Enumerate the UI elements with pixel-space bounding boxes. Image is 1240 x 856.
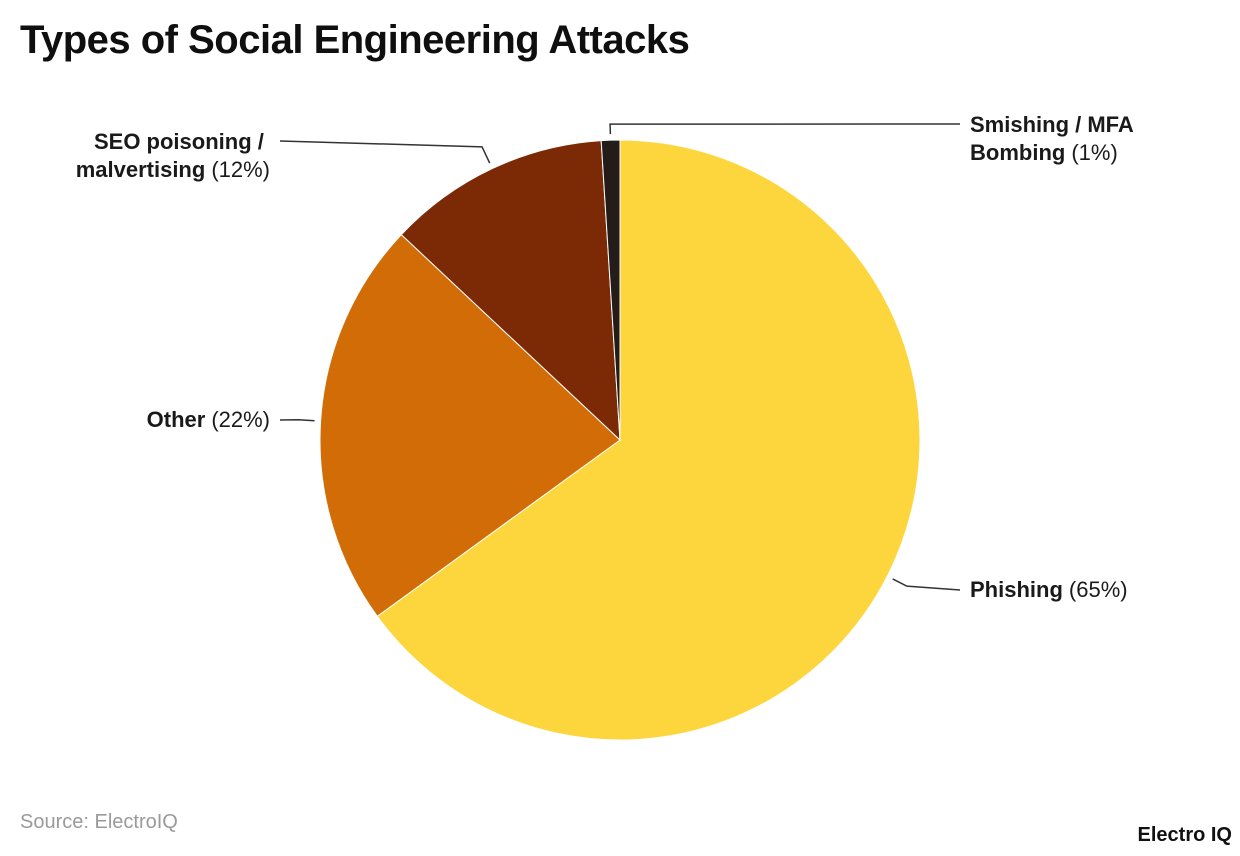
pie-slice-smishing [600, 139, 621, 441]
pie-slice-phishing [376, 139, 921, 741]
slice-label-seo-line2: malvertising (12%) [76, 157, 270, 182]
pie-slice-other [319, 233, 621, 618]
chart-title: Types of Social Engineering Attacks [20, 18, 690, 62]
slice-name-seo-line1: SEO poisoning / [94, 129, 264, 154]
leader-line-seo [279, 140, 491, 164]
leader-line-smishing [609, 123, 961, 135]
brand-logo: Electro IQ [1137, 824, 1232, 846]
pie-slices [319, 139, 921, 741]
slice-label-seo: SEO poisoning / malvertising (12%) [76, 129, 270, 182]
leader-line-phishing [892, 578, 961, 591]
source-note: Source: ElectroIQ [20, 811, 178, 833]
slice-percent-other: (22%) [211, 407, 270, 432]
slice-percent-smishing: (1%) [1071, 140, 1117, 165]
slice-label-other: Other (22%) [147, 407, 270, 432]
slice-name-smishing-line1: Smishing / MFA [970, 112, 1134, 137]
leader-lines [279, 123, 961, 591]
slice-name-seo-line2: malvertising [76, 157, 206, 182]
slice-percent-seo: (12%) [211, 157, 270, 182]
slice-label-phishing: Phishing (65%) [970, 577, 1128, 602]
pie-slice-seo [400, 140, 621, 442]
slice-label-smishing-line2: Bombing (1%) [970, 140, 1118, 165]
slice-name-smishing-line2: Bombing [970, 140, 1065, 165]
slice-name-other: Other [147, 407, 206, 432]
leader-line-other [279, 419, 315, 422]
slice-label-smishing: Smishing / MFA Bombing (1%) [970, 112, 1140, 165]
slice-percent-phishing: (65%) [1069, 577, 1128, 602]
slice-name-phishing: Phishing [970, 577, 1063, 602]
